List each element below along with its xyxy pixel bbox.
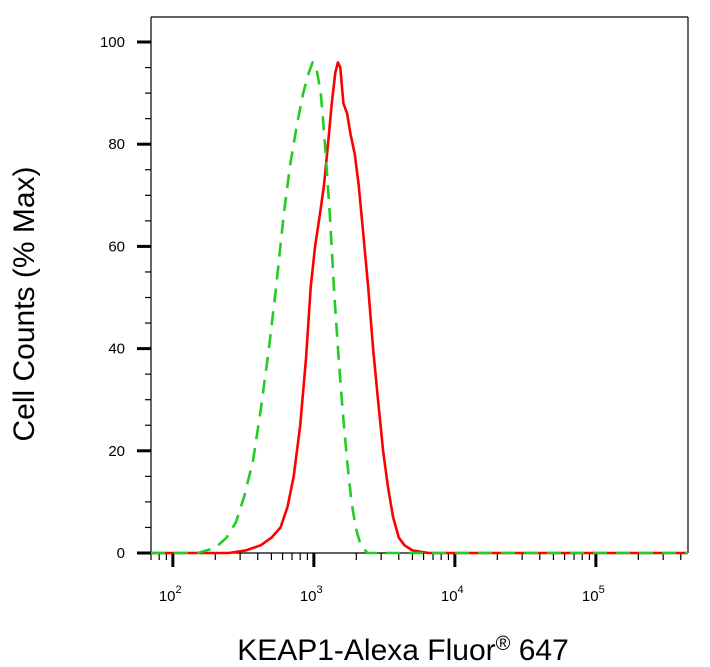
x-tick-label-base: 10 [159,588,176,605]
x-axis-ticks: 102 103 104 105 [150,553,682,605]
x-tick-label: 104 [441,584,464,605]
y-tick-label: 60 [108,238,125,255]
x-axis-title-suffix: 647 [510,634,568,667]
x-tick-label: 102 [159,584,182,605]
x-tick-label-exponent: 3 [317,584,323,596]
x-axis-title-registered-mark: ® [496,633,511,655]
y-axis-ticks: 0 20 40 60 80 100 [100,34,151,562]
x-tick-label-exponent: 4 [458,584,464,596]
x-tick-label-exponent: 5 [599,584,605,596]
y-tick-label: 0 [117,545,125,562]
series-layer [151,61,688,555]
x-axis-title-main: KEAP1-Alexa Fluor [237,634,495,667]
y-axis-title: Cell Counts (% Max) [8,166,41,441]
x-tick-label-exponent: 2 [176,584,182,596]
x-tick-label: 105 [582,584,605,605]
y-tick-label: 40 [108,341,125,358]
histogram-series-dashed [151,61,688,555]
y-tick-label: 80 [108,136,125,153]
x-tick-label-base: 10 [300,588,317,605]
x-tick-label: 103 [300,584,323,605]
y-tick-label: 20 [108,443,125,460]
histogram-series-solid [151,61,688,555]
plot-frame [150,16,689,554]
x-axis-title: KEAP1-Alexa Fluor® 647 [237,633,569,667]
y-tick-label: 100 [100,34,125,51]
x-tick-label-base: 10 [441,588,458,605]
x-tick-label-base: 10 [582,588,599,605]
